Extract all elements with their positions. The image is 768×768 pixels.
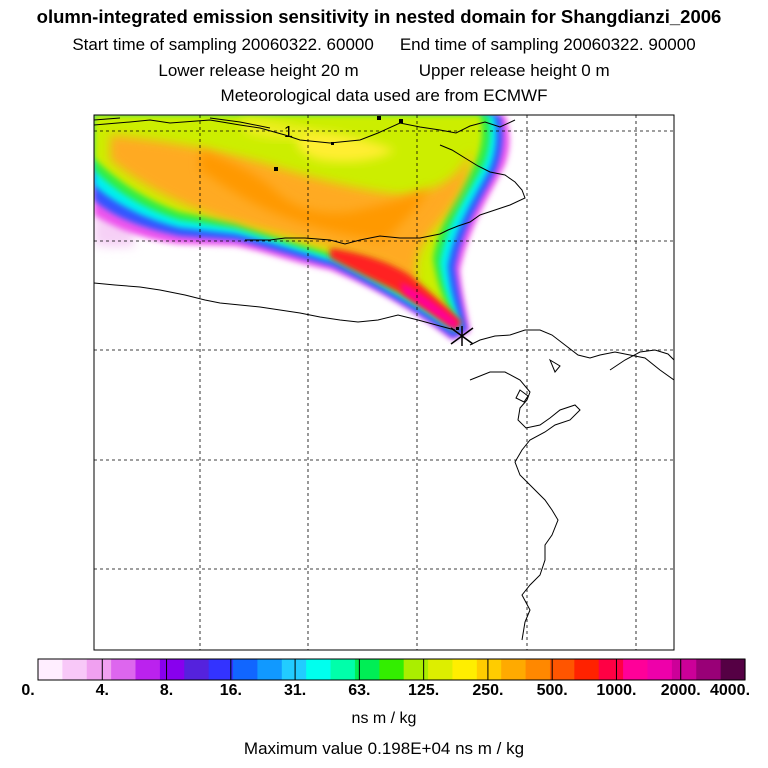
colorbar-swatch [574,659,600,680]
maximum-value-label: Maximum value 0.198E+04 ns m / kg [243,739,525,758]
grid-lines [94,115,674,650]
border-east-coast [245,144,526,245]
colorbar-swatch [159,659,185,680]
colorbar-swatch [476,659,502,680]
colorbar-tick-label: 125. [408,682,440,699]
station-dot [399,119,403,123]
release-site-marker [450,326,474,346]
colorbar-swatch [233,659,259,680]
colorbar-swatch [501,659,527,680]
upper-height-label: Upper release height 0 m [418,61,610,80]
colorbar-swatch [38,659,63,680]
colorbar-tick-label: 250. [472,682,504,699]
colorbar-tick-label: 16. [219,682,242,699]
border-river [94,117,271,129]
border-central [94,282,456,331]
station-dot [377,116,381,120]
colorbar-swatch [62,659,88,680]
station-dot [331,142,334,145]
colorbar-swatch [671,659,697,680]
plot-title: olumn-integrated emission sensitivity in… [36,6,722,27]
station-dot [456,327,459,330]
colorbar-swatch [281,659,307,680]
colorbar-swatch [379,659,405,680]
end-time-label: End time of sampling 20060322. 90000 [399,35,696,54]
colorbar-swatch [525,659,551,680]
border-north [94,119,516,144]
contour-label: 1 [284,124,293,141]
coastlines [94,117,674,641]
plume-band-orange-2 [200,150,430,240]
coast-east [609,349,674,371]
colorbar-tick-label: 63. [348,682,371,699]
plume-band-magenta [400,282,458,330]
station-dot [274,167,278,171]
colorbar-swatch [452,659,478,680]
colorbar-tick-label: 0. [21,682,35,699]
colorbar-swatch [208,659,234,680]
colorbar-swatch [257,659,283,680]
plume-patch-yellow-2 [240,118,315,140]
colorbar-swatch [696,659,722,680]
colorbar-swatch [720,659,746,680]
colorbar-tick-label: 4000. [709,682,751,699]
map-frame [93,114,675,651]
met-data-label: Meteorological data used are from ECMWF [220,86,548,105]
start-time-label: Start time of sampling 20060322. 60000 [72,35,374,54]
colorbar-swatch [135,659,161,680]
colorbar-units: ns m / kg [351,710,417,727]
sampling-time-line: Start time of sampling 20060322. 60000 En… [0,35,768,55]
lower-height-label: Lower release height 20 m [158,61,359,80]
coast-peninsula [469,371,581,641]
colorbar-swatch [647,659,673,680]
colorbar-tick-label: 31. [283,682,307,699]
colorbar-tick-label: 1000. [596,682,637,699]
colorbar-swatch [598,659,624,680]
colorbar-swatch [306,659,332,680]
plume-patch-yellow [296,130,395,162]
colorbar-swatch [86,659,112,680]
colorbar-tick-label: 8. [159,682,174,699]
colorbar-swatch [330,659,356,680]
station-markers [274,116,459,330]
colorbar-swatch [184,659,210,680]
colorbar-swatch [623,659,649,680]
coast-island [515,389,529,403]
colorbar-swatch [428,659,454,680]
colorbar-swatch [549,659,575,680]
coast-small [548,358,561,373]
colorbar-tick-label: 2000. [660,682,701,699]
colorbar-frame [37,658,746,681]
coast-korea [469,329,674,381]
colorbar-tick-label: 4. [95,682,109,699]
colorbar-swatch [354,659,380,680]
colorbar-swatch [111,659,137,680]
colorbar-tick-label: 500. [536,682,568,699]
plume-field [94,115,510,340]
colorbar [37,658,746,681]
colorbar-swatch [403,659,429,680]
release-height-line: Lower release height 20 m Upper release h… [0,61,768,81]
